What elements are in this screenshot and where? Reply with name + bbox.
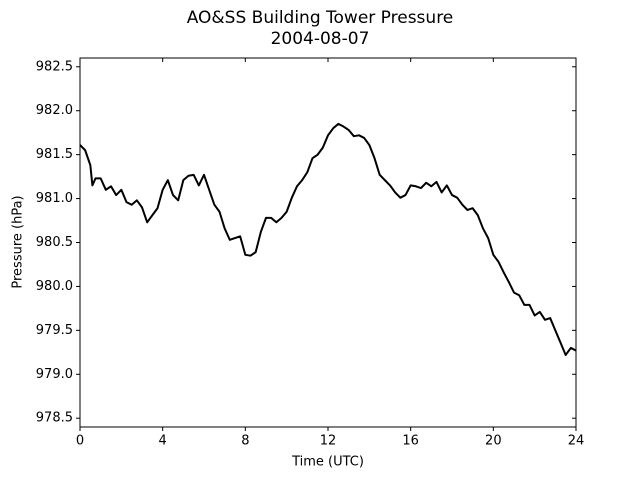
y-tick-label: 981.0 xyxy=(36,191,73,206)
data-line xyxy=(79,122,577,356)
chart-title: AO&SS Building Tower Pressure xyxy=(187,8,454,28)
y-tick-label: 982.5 xyxy=(36,59,73,74)
x-tick-label: 8 xyxy=(241,434,249,449)
x-tick-label: 0 xyxy=(76,434,84,449)
y-tick-label: 980.5 xyxy=(36,235,73,250)
y-tick-label: 978.5 xyxy=(36,411,73,426)
x-axis-label: Time (UTC) xyxy=(291,455,364,470)
x-tick-label: 12 xyxy=(320,434,337,449)
x-tick-label: 4 xyxy=(159,434,167,449)
chart-subtitle: 2004-08-07 xyxy=(271,29,370,49)
plot-frame xyxy=(79,57,577,428)
y-tick-label: 979.5 xyxy=(36,323,73,338)
y-tick-label: 979.0 xyxy=(36,367,73,382)
x-tick-label: 20 xyxy=(485,434,502,449)
y-tick-label: 980.0 xyxy=(36,279,73,294)
y-axis-label: Pressure (hPa) xyxy=(11,195,26,288)
x-tick-label: 16 xyxy=(402,434,419,449)
x-tick-label: 24 xyxy=(568,434,585,449)
y-tick-label: 981.5 xyxy=(36,147,73,162)
y-tick-label: 982.0 xyxy=(36,103,73,118)
